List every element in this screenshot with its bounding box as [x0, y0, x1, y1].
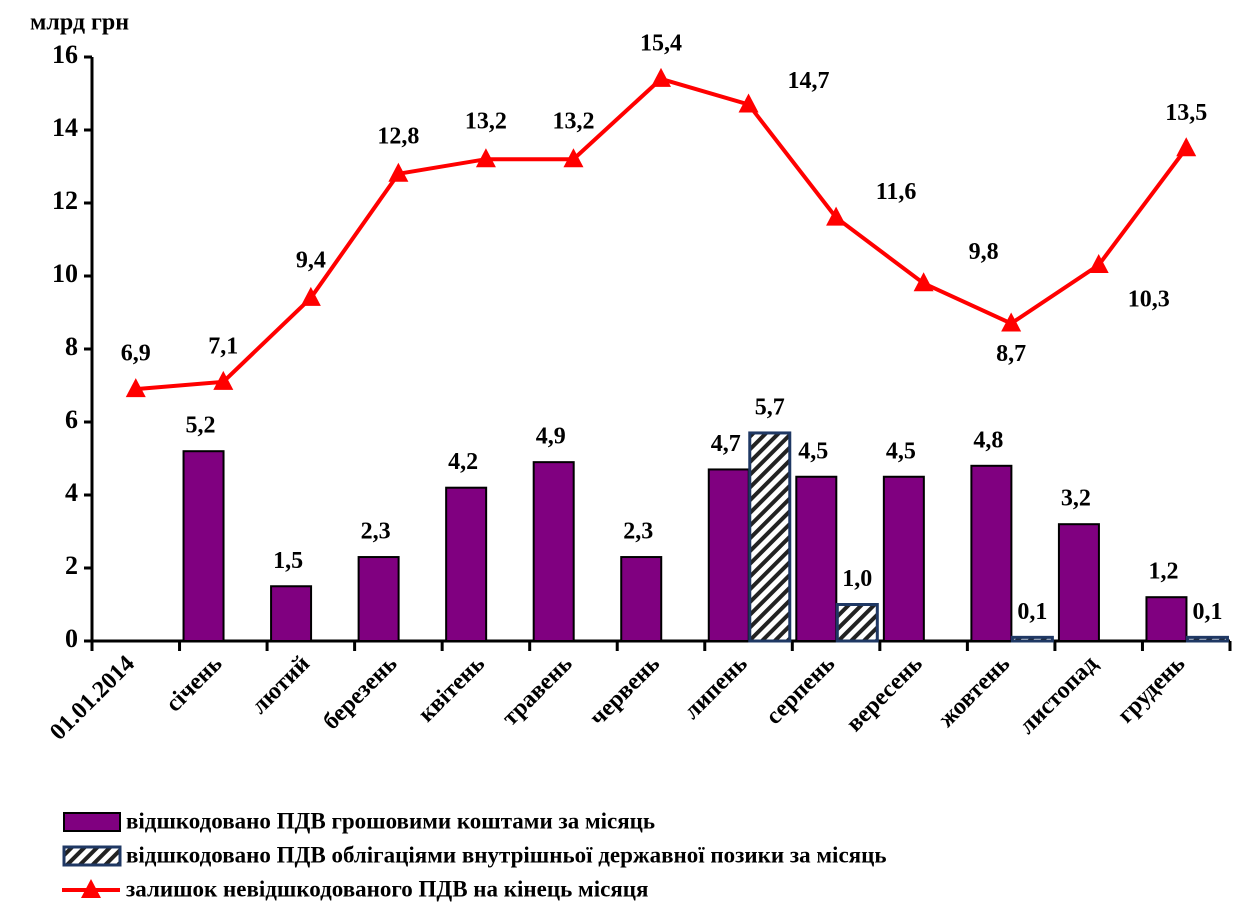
y-tick-label: 14: [52, 113, 78, 142]
bar: [1010, 635, 1054, 643]
data-label: 4,5: [798, 438, 828, 464]
line-marker: [125, 378, 146, 398]
line-marker: [1088, 254, 1109, 274]
x-tick-label: січень: [161, 651, 228, 718]
data-label: 3,2: [1061, 486, 1091, 512]
data-label: 9,4: [296, 247, 326, 273]
line-marker: [738, 93, 759, 113]
data-label: 9,8: [969, 239, 999, 265]
data-label: 4,9: [536, 424, 566, 450]
x-tick-label: травень: [497, 651, 578, 732]
data-label: 7,1: [208, 333, 238, 359]
legend-swatch: [81, 879, 101, 898]
x-tick-label: березень: [318, 651, 402, 735]
x-tick-label: червень: [585, 651, 666, 732]
line-marker: [1176, 137, 1197, 157]
data-label: 8,7: [996, 341, 1026, 367]
x-tick-label: квітень: [413, 651, 490, 728]
data-label: 1,5: [273, 548, 303, 574]
y-tick-label: 8: [65, 332, 78, 361]
data-label: 4,5: [886, 438, 916, 464]
bar: [1145, 596, 1188, 643]
data-label: 1,2: [1148, 559, 1178, 585]
x-tick-label: грудень: [1113, 651, 1191, 729]
x-tick-label: лютий: [246, 651, 315, 720]
data-label: 5,7: [755, 394, 785, 420]
line-marker: [300, 286, 321, 306]
y-tick-label: 2: [65, 551, 78, 580]
legend-swatch: [62, 845, 122, 867]
data-label: 13,2: [552, 109, 594, 135]
line-marker: [826, 206, 847, 226]
bar: [748, 431, 792, 643]
y-axis-label: млрд грн: [30, 10, 129, 36]
legend-label: залишок невідшкодованого ПДВ на кінець м…: [126, 876, 648, 901]
line-marker: [651, 67, 671, 87]
y-tick-label: 6: [65, 405, 78, 434]
y-tick-label: 4: [65, 478, 78, 507]
bar: [270, 585, 313, 642]
data-label: 14,7: [788, 68, 830, 94]
bar: [835, 603, 879, 643]
data-label: 5,2: [186, 413, 216, 439]
legend-swatch: [63, 812, 121, 832]
bar: [1185, 635, 1229, 643]
line-marker: [475, 148, 496, 168]
data-label: 4,8: [973, 427, 1003, 453]
legend-label: відшкодовано ПДВ грошовими коштами за мі…: [126, 808, 655, 833]
line-marker: [1001, 312, 1022, 332]
y-tick-label: 10: [52, 259, 78, 288]
data-label: 10,3: [1128, 287, 1170, 313]
x-tick-label: жовтень: [934, 651, 1016, 733]
data-label: 6,9: [121, 341, 151, 367]
legend-label: відшкодовано ПДВ облігаціями внутрішньої…: [126, 842, 887, 867]
data-label: 0,1: [1192, 599, 1222, 625]
line-marker: [913, 272, 934, 292]
bar: [445, 486, 488, 643]
line-marker: [213, 370, 234, 390]
x-tick-label: липень: [679, 651, 753, 725]
bar: [620, 556, 663, 642]
bar: [1057, 523, 1100, 643]
data-label: 2,3: [361, 519, 391, 545]
data-label: 12,8: [377, 123, 419, 149]
bar: [532, 461, 575, 642]
data-label: 4,2: [448, 449, 478, 475]
data-label: 0,1: [1017, 599, 1047, 625]
bar: [357, 556, 400, 642]
y-tick-label: 16: [52, 40, 78, 69]
data-label: 15,4: [640, 30, 682, 56]
data-label: 11,6: [876, 179, 917, 205]
bar: [707, 468, 750, 643]
x-tick-label: серпень: [761, 651, 840, 730]
bar: [970, 464, 1013, 642]
y-tick-label: 12: [52, 186, 78, 215]
line-marker: [563, 148, 584, 168]
bar: [182, 450, 225, 643]
data-label: 13,2: [465, 109, 507, 135]
data-label: 2,3: [623, 519, 653, 545]
x-tick-label: 01.01.2014: [45, 651, 140, 746]
data-label: 4,7: [711, 431, 741, 457]
x-tick-label: листопад: [1014, 651, 1103, 740]
data-label: 13,5: [1165, 100, 1207, 126]
line: [135, 76, 1188, 392]
y-tick-label: 0: [65, 624, 78, 653]
bar: [882, 475, 925, 642]
line-marker: [388, 162, 409, 182]
data-label: 1,0: [842, 566, 872, 592]
x-tick-label: вересень: [841, 651, 928, 738]
bar: [795, 475, 838, 642]
